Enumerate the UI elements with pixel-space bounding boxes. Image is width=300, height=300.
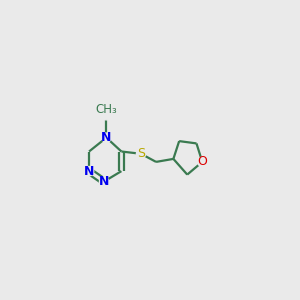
Text: O: O <box>197 155 207 168</box>
Circle shape <box>136 149 146 158</box>
Circle shape <box>102 133 111 142</box>
Text: N: N <box>101 131 112 144</box>
Text: N: N <box>84 165 94 178</box>
Circle shape <box>100 177 109 186</box>
Text: CH₃: CH₃ <box>95 103 117 116</box>
Text: S: S <box>137 147 145 160</box>
Circle shape <box>198 157 207 167</box>
Text: N: N <box>99 175 109 188</box>
Circle shape <box>100 108 112 120</box>
Circle shape <box>85 167 94 176</box>
